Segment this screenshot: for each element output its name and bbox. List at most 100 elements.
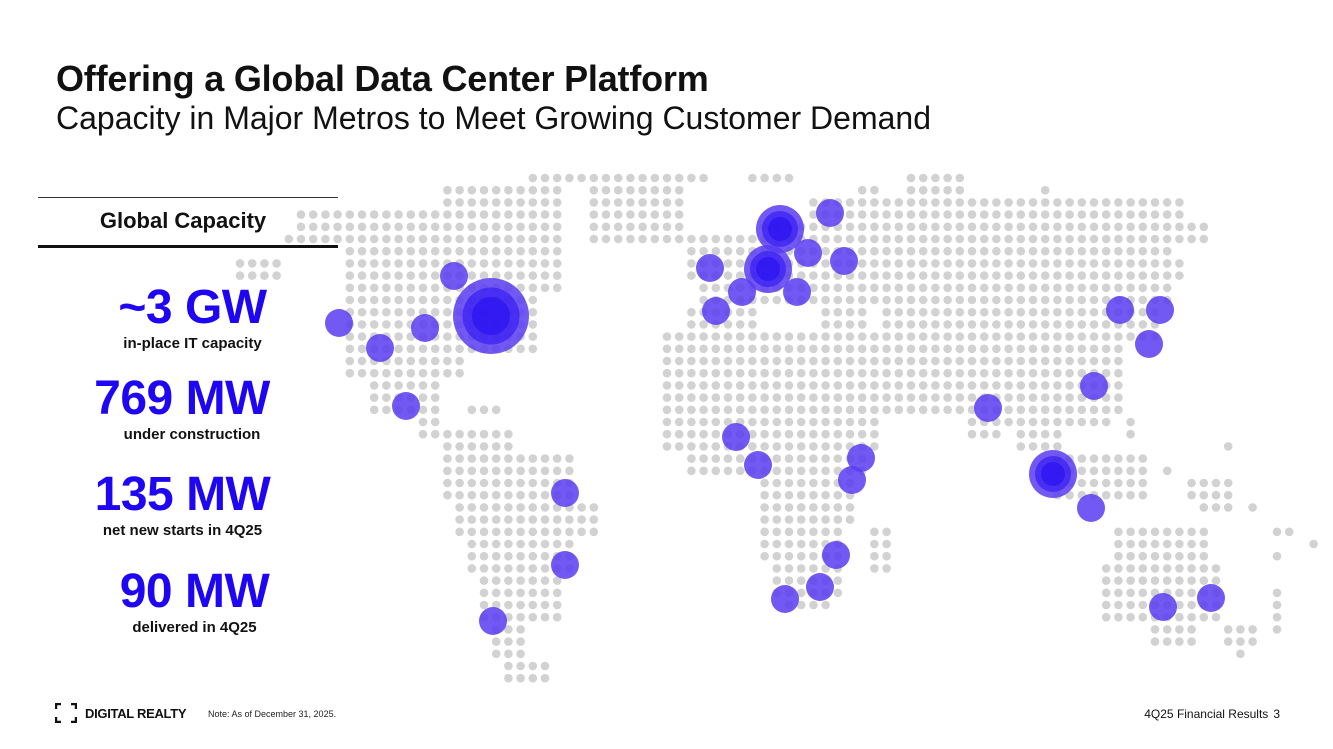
- land-dot: [1028, 405, 1038, 415]
- land-dot: [772, 466, 782, 476]
- land-dot: [894, 234, 904, 244]
- land-dot: [967, 320, 977, 329]
- land-dot: [1089, 234, 1099, 244]
- land-dot: [711, 381, 721, 390]
- metro-marker: [440, 262, 468, 290]
- land-dot: [943, 405, 952, 415]
- land-dot: [528, 283, 538, 293]
- land-dot: [857, 222, 867, 232]
- land-dot: [418, 368, 428, 378]
- land-dot: [430, 259, 440, 268]
- land-dot: [491, 515, 501, 524]
- land-dot: [760, 405, 769, 415]
- land-dot: [540, 283, 550, 293]
- land-dot: [906, 234, 916, 244]
- land-dot: [687, 356, 696, 366]
- land-dot: [699, 442, 708, 451]
- land-dot: [504, 576, 513, 585]
- land-dot: [906, 344, 916, 354]
- land-dot: [943, 381, 952, 390]
- land-dot: [345, 271, 355, 280]
- land-dot: [430, 368, 440, 378]
- land-dot: [979, 320, 989, 329]
- land-dot: [1053, 222, 1062, 232]
- land-dot: [638, 185, 647, 195]
- land-dot: [1150, 564, 1160, 573]
- land-dot: [1028, 356, 1038, 366]
- land-dot: [833, 442, 843, 451]
- land-dot: [821, 283, 830, 293]
- land-dot: [845, 344, 855, 354]
- land-dot: [760, 527, 769, 537]
- land-dot: [1089, 344, 1099, 354]
- land-dot: [638, 173, 647, 183]
- land-dot: [943, 368, 952, 378]
- land-dot: [1053, 246, 1062, 256]
- land-dot: [1101, 478, 1111, 488]
- land-dot: [760, 503, 769, 512]
- land-dot: [662, 442, 672, 451]
- land-dot: [455, 527, 464, 537]
- land-dot: [345, 332, 355, 341]
- land-dot: [1101, 405, 1111, 415]
- land-dot: [1065, 320, 1074, 329]
- land-dot: [821, 466, 830, 476]
- land-dot: [382, 234, 391, 244]
- stat-net-new-starts: 135 MW net new starts in 4Q25: [70, 470, 295, 540]
- land-dot: [882, 246, 891, 256]
- land-dot: [516, 344, 525, 354]
- land-dot: [626, 222, 635, 232]
- land-dot: [394, 307, 403, 317]
- land-dot: [1077, 210, 1087, 219]
- land-dot: [1040, 271, 1050, 280]
- land-dot: [906, 271, 916, 280]
- stat-label: in-place IT capacity: [123, 335, 262, 352]
- land-dot: [1175, 222, 1184, 232]
- land-dot: [943, 332, 952, 341]
- land-dot: [748, 234, 757, 244]
- land-dot: [1065, 271, 1074, 280]
- land-dot: [674, 417, 684, 427]
- land-dot: [1004, 320, 1013, 329]
- land-dot: [711, 332, 721, 341]
- land-dot: [870, 539, 879, 549]
- land-dot: [809, 344, 818, 354]
- stat-value: 135 MW: [94, 468, 271, 521]
- land-dot: [992, 246, 1001, 256]
- land-dot: [1199, 551, 1209, 561]
- land-dot: [406, 381, 416, 390]
- land-dot: [1187, 576, 1196, 585]
- land-dot: [918, 246, 928, 256]
- land-dot: [809, 454, 818, 463]
- capacity-bottom-rule: [38, 245, 338, 248]
- land-dot: [443, 466, 452, 476]
- land-dot: [833, 515, 843, 524]
- land-dot: [906, 198, 916, 207]
- land-dot: [1065, 417, 1074, 427]
- metro-marker: [806, 573, 834, 601]
- land-dot: [1065, 405, 1074, 415]
- land-dot: [443, 185, 452, 195]
- land-dot: [1053, 417, 1062, 427]
- land-dot: [1114, 600, 1123, 610]
- land-dot: [833, 356, 843, 366]
- land-dot: [516, 649, 525, 659]
- land-dot: [906, 393, 916, 402]
- land-dot: [565, 527, 574, 537]
- land-dot: [1016, 417, 1026, 427]
- land-dot: [809, 490, 818, 500]
- land-dot: [699, 320, 708, 329]
- land-dot: [528, 588, 538, 598]
- land-dot: [430, 344, 440, 354]
- land-dot: [1223, 503, 1233, 512]
- land-dot: [1114, 381, 1123, 390]
- land-dot: [833, 588, 843, 598]
- land-dot: [1162, 222, 1172, 232]
- land-dot: [1028, 393, 1038, 402]
- land-dot: [931, 271, 940, 280]
- land-dot: [1016, 259, 1026, 268]
- land-dot: [528, 222, 538, 232]
- land-dot: [1101, 283, 1111, 293]
- land-dot: [955, 295, 965, 305]
- land-dot: [577, 515, 586, 524]
